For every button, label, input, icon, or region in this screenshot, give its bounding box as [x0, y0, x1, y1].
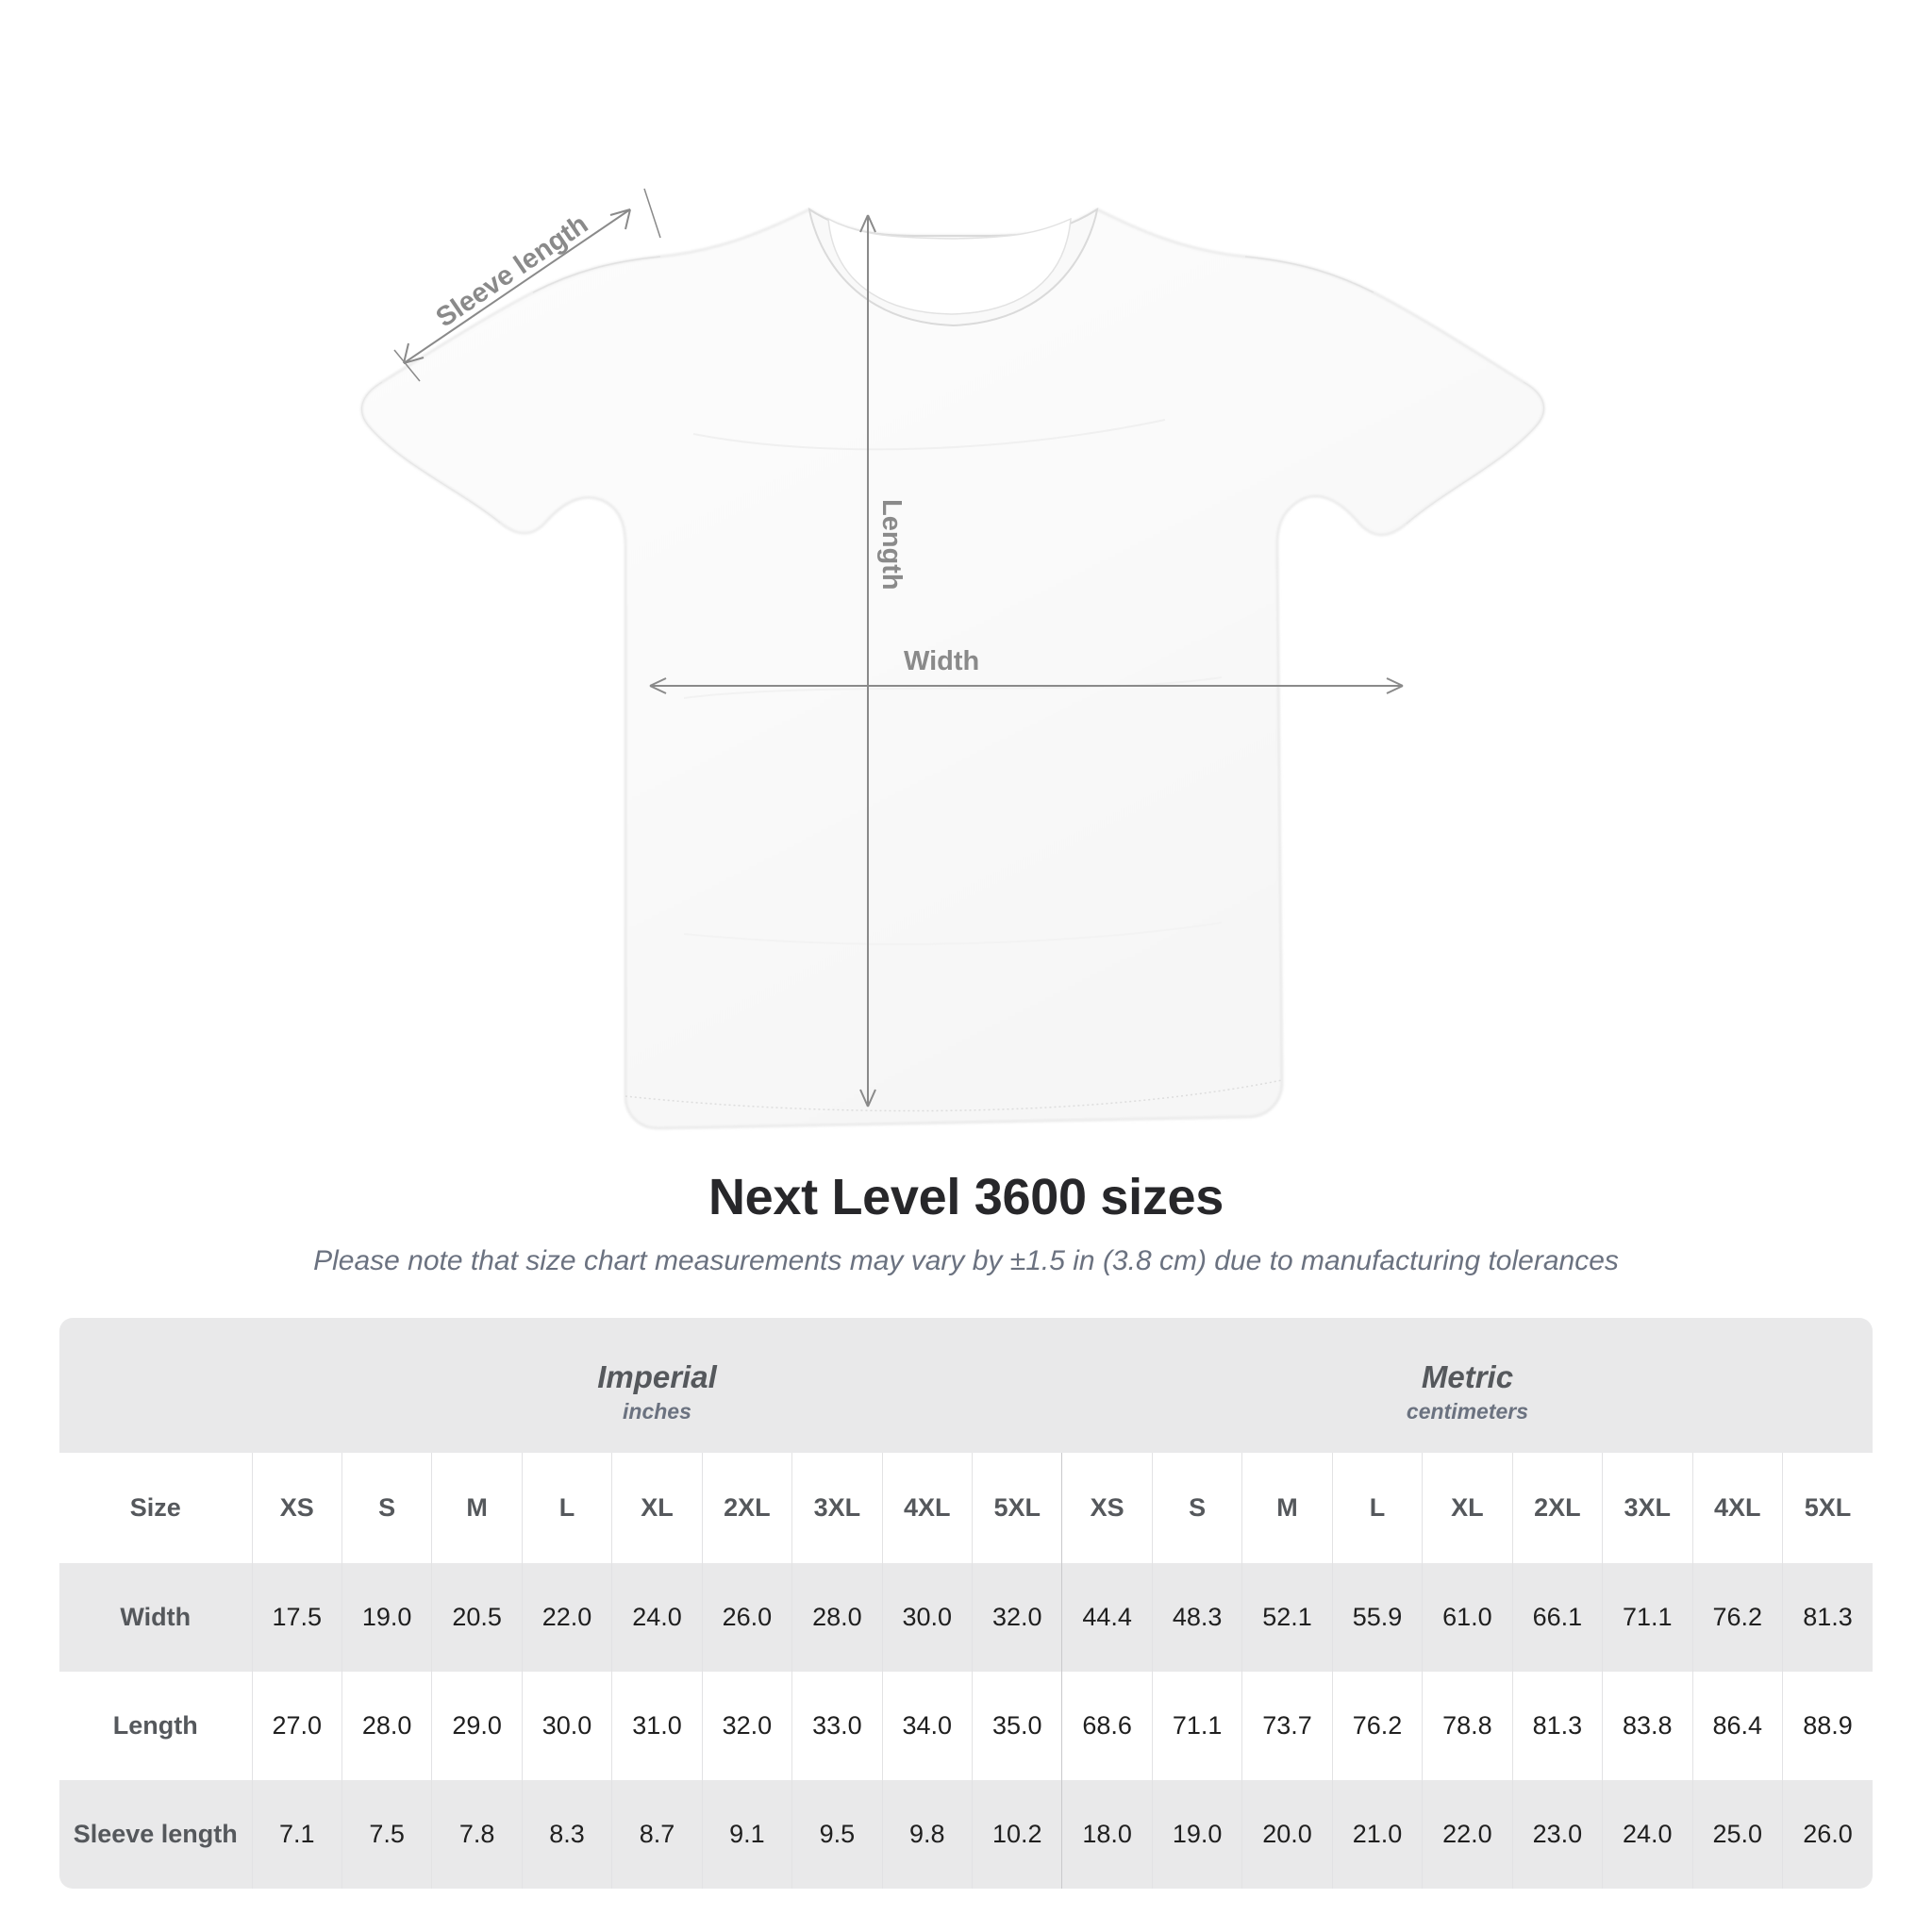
- svg-text:Length: Length: [876, 499, 907, 591]
- svg-text:Width: Width: [904, 646, 979, 676]
